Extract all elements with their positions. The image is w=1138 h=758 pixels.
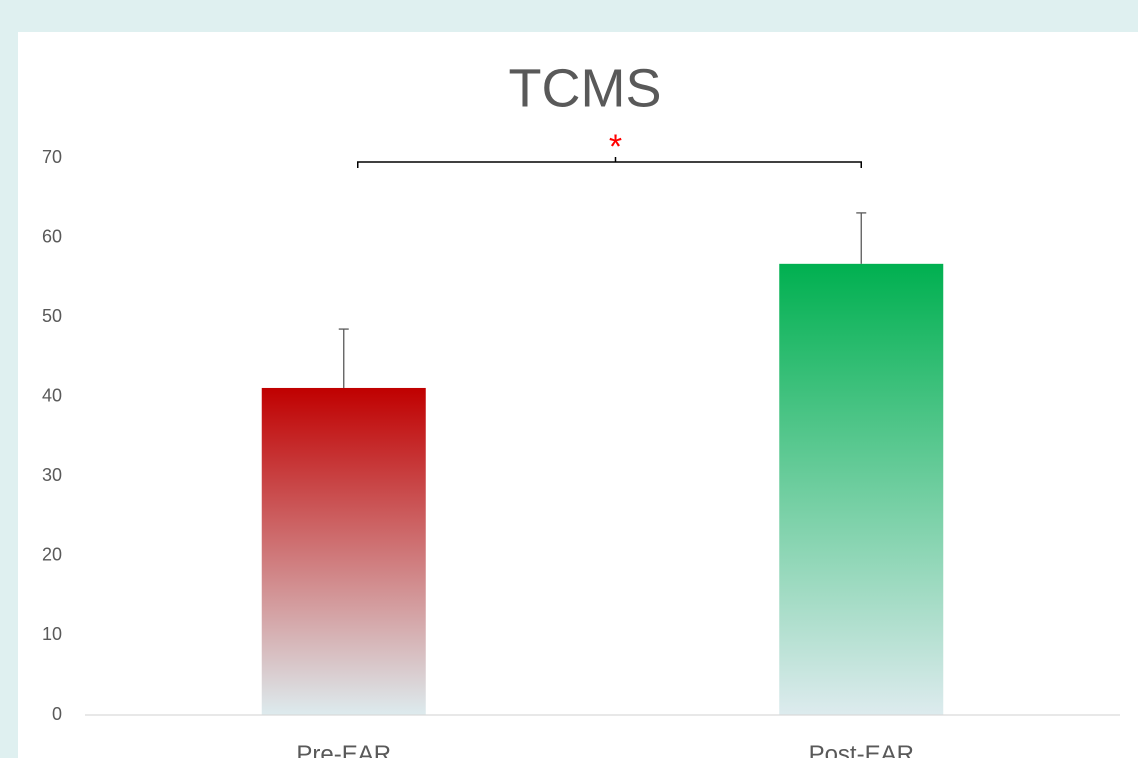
- y-tick-label: 70: [42, 147, 62, 167]
- x-tick-label: Post-EAR: [809, 741, 914, 758]
- bar: [779, 263, 944, 715]
- y-tick-label: 10: [42, 624, 62, 644]
- y-tick-label: 40: [42, 385, 62, 405]
- error-bar: [338, 328, 349, 388]
- y-tick-label: 30: [42, 465, 62, 485]
- chart-panel: [18, 32, 1138, 758]
- y-tick-label: 50: [42, 306, 62, 326]
- y-tick-label: 0: [52, 704, 62, 724]
- chart-title: TCMS: [509, 58, 662, 118]
- significance-bracket: [357, 157, 862, 168]
- y-tick-label: 20: [42, 545, 62, 565]
- x-tick-label: Pre-EAR: [296, 741, 391, 758]
- y-tick-label: 60: [42, 226, 62, 246]
- significance-marker: *: [609, 128, 622, 166]
- bar: [261, 387, 426, 715]
- error-bar: [856, 212, 867, 264]
